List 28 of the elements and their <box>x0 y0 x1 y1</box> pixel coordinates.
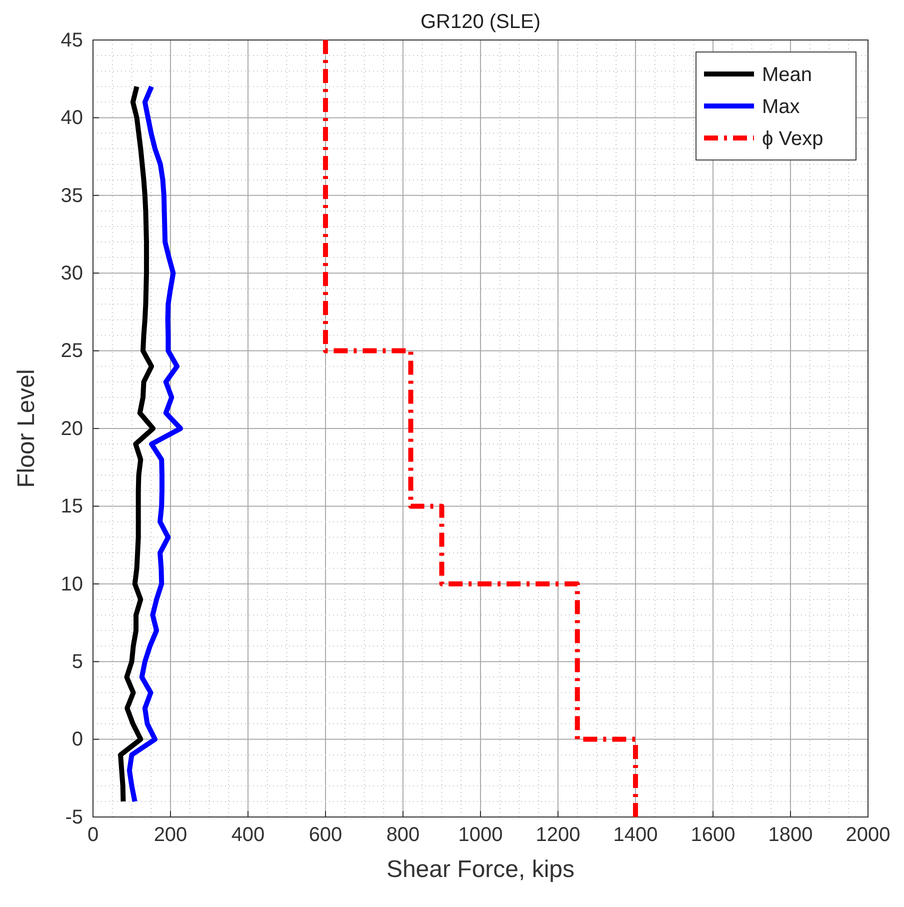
y-tick-label: 25 <box>60 340 83 362</box>
x-axis-title: Shear Force, kips <box>386 856 575 883</box>
x-tick-label: 600 <box>308 824 342 846</box>
x-tick-label: 1400 <box>613 824 658 846</box>
y-tick-label: 30 <box>60 262 83 284</box>
x-tick-label: 400 <box>231 824 265 846</box>
x-tick-label: 1200 <box>536 824 580 846</box>
legend-label: Mean <box>762 64 812 86</box>
legend-label: ϕ Vexp <box>762 128 824 150</box>
y-tick-label: 15 <box>60 496 83 518</box>
x-tick-label: 800 <box>386 824 420 846</box>
y-tick-label: 10 <box>60 573 83 596</box>
x-tick-label: 1800 <box>768 824 813 846</box>
y-tick-label: 0 <box>72 728 83 751</box>
y-tick-label: 40 <box>60 107 83 130</box>
y-tick-label: 5 <box>72 651 83 673</box>
y-tick-label: 20 <box>60 418 83 440</box>
y-tick-label: -5 <box>65 806 83 828</box>
y-axis-title: Floor Level <box>13 369 40 488</box>
x-tick-label: 1000 <box>458 824 503 846</box>
legend-label: Max <box>762 96 800 118</box>
x-tick-label: 2000 <box>846 824 890 846</box>
x-tick-label: 0 <box>87 824 99 846</box>
chart-title: GR120 (SLE) <box>420 11 541 33</box>
y-tick-label: 35 <box>60 184 83 207</box>
x-tick-label: 200 <box>154 824 188 846</box>
y-tick-label: 45 <box>60 29 83 52</box>
x-tick-label: 1600 <box>690 824 736 846</box>
